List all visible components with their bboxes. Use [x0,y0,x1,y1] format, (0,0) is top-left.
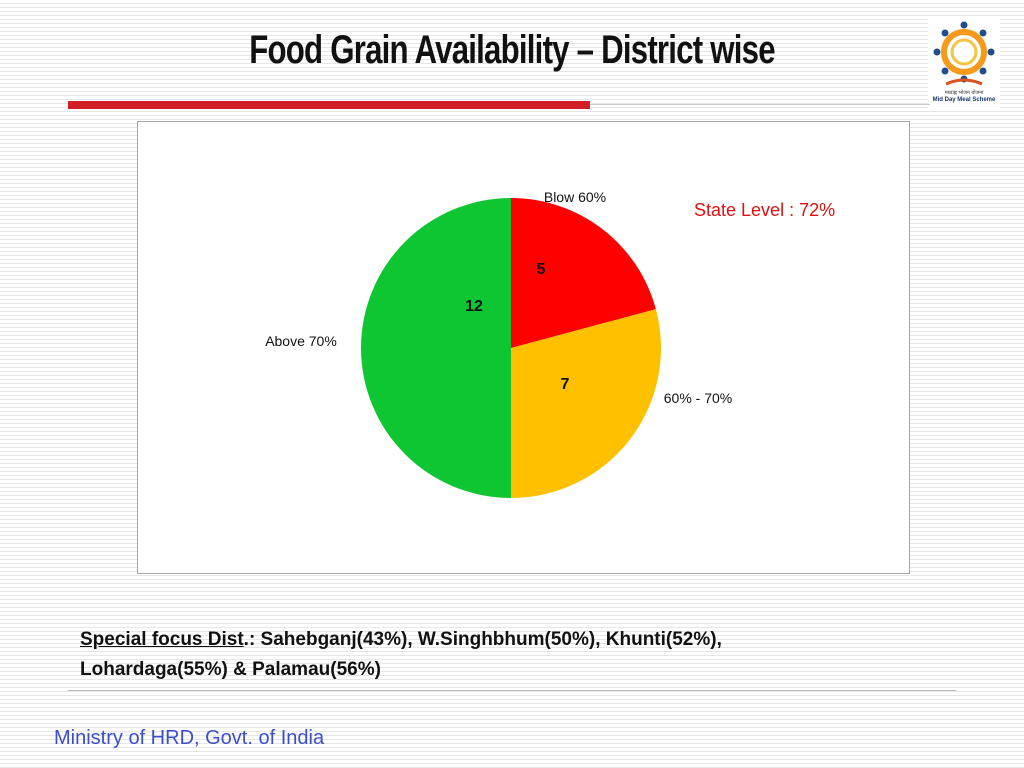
pie-slice-2 [511,309,662,498]
mid-day-meal-emblem-icon [933,21,995,86]
pie-slice-3 [361,198,511,498]
state-level-annotation: State Level : 72% [694,200,836,220]
special-focus-districts-2: Lohardaga(55%) & Palamau(56%) [80,659,381,680]
pie-chart-panel: 5 7 12 Blow 60% 60% - 70% Above 70% [137,121,910,574]
pie-value-label-3: 12 [465,298,483,315]
title-underline-thin [590,104,930,105]
pie-chart: 5 7 12 Blow 60% 60% - 70% Above 70% [265,189,732,498]
pie-category-label-2: 60% - 70% [664,390,732,406]
footer-divider [68,690,956,691]
special-focus-note: Special focus Dist.: Sahebganj(43%), W.S… [80,625,980,685]
logo-hindi-text: मध्याह्न भोजन योजना [944,90,984,96]
special-focus-districts: .: Sahebganj(43%), W.Singhbhum(50%), Khu… [243,629,722,650]
pie-value-label-2: 7 [561,376,570,393]
pie-value-label-1: 5 [537,261,546,278]
slide-title: Food Grain Availability – District wise [249,28,775,72]
pie-category-label-1: Blow 60% [544,189,606,205]
pie-category-label-3: Above 70% [265,333,337,349]
footer-ministry: Ministry of HRD, Govt. of India [54,727,325,749]
pie-slice-1 [511,198,656,348]
title-underline-red [68,101,590,109]
logo-english-text: Mid Day Meal Scheme [932,97,996,103]
mid-day-meal-logo: मध्याह्न भोजन योजना Mid Day Meal Scheme [928,18,1000,108]
special-focus-label: Special focus Dist [80,629,244,650]
